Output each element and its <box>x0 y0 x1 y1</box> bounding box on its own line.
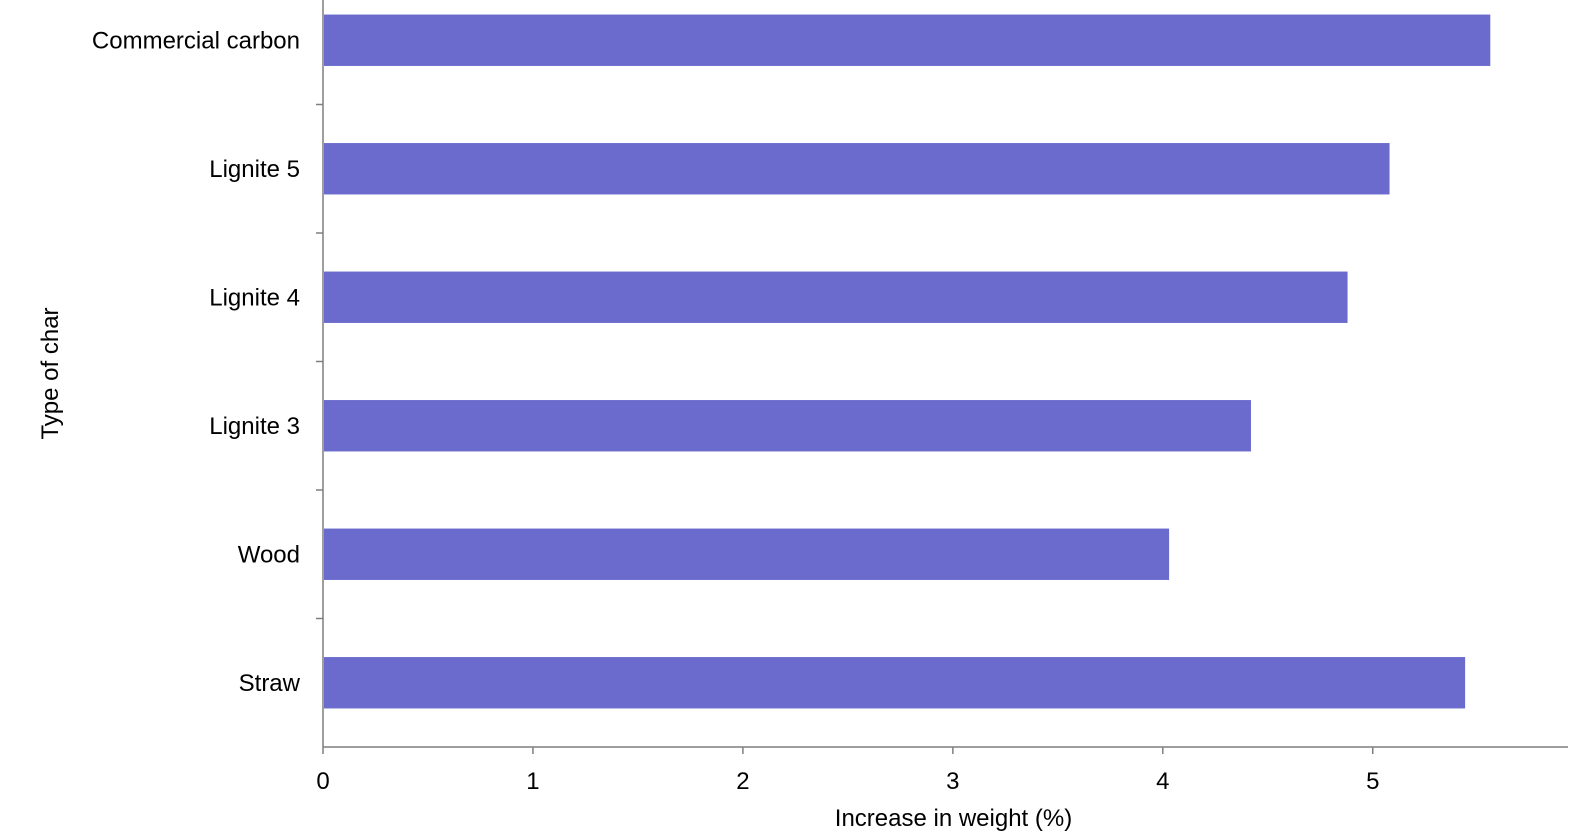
bar-commercial-carbon <box>324 14 1491 66</box>
bar-straw <box>324 657 1466 709</box>
category-label: Lignite 4 <box>209 284 300 311</box>
ticks-layer <box>316 103 1374 754</box>
x-tick-label: 4 <box>1156 768 1169 795</box>
bar-wood <box>324 528 1170 580</box>
x-tick-label: 2 <box>736 768 749 795</box>
axes-layer <box>322 0 1568 748</box>
y-axis-title: Type of char <box>37 307 64 439</box>
category-label: Wood <box>238 541 300 568</box>
bars-layer <box>324 14 1491 709</box>
category-label: Lignite 5 <box>209 156 300 183</box>
x-tick-label: 0 <box>316 768 329 795</box>
labels-layer: Commercial carbon Lignite 5 Lignite 4 Ligni… <box>92 27 1380 795</box>
category-label: Straw <box>239 670 301 697</box>
x-axis-title: Increase in weight (%) <box>835 805 1072 832</box>
bar-lignite-4 <box>324 271 1348 323</box>
x-tick-label: 1 <box>526 768 539 795</box>
x-tick-label: 3 <box>946 768 959 795</box>
category-label: Commercial carbon <box>92 27 300 54</box>
x-tick-label: 5 <box>1366 768 1379 795</box>
bar-lignite-5 <box>324 143 1390 195</box>
category-label: Lignite 3 <box>209 413 300 440</box>
bar-lignite-3 <box>324 400 1251 452</box>
